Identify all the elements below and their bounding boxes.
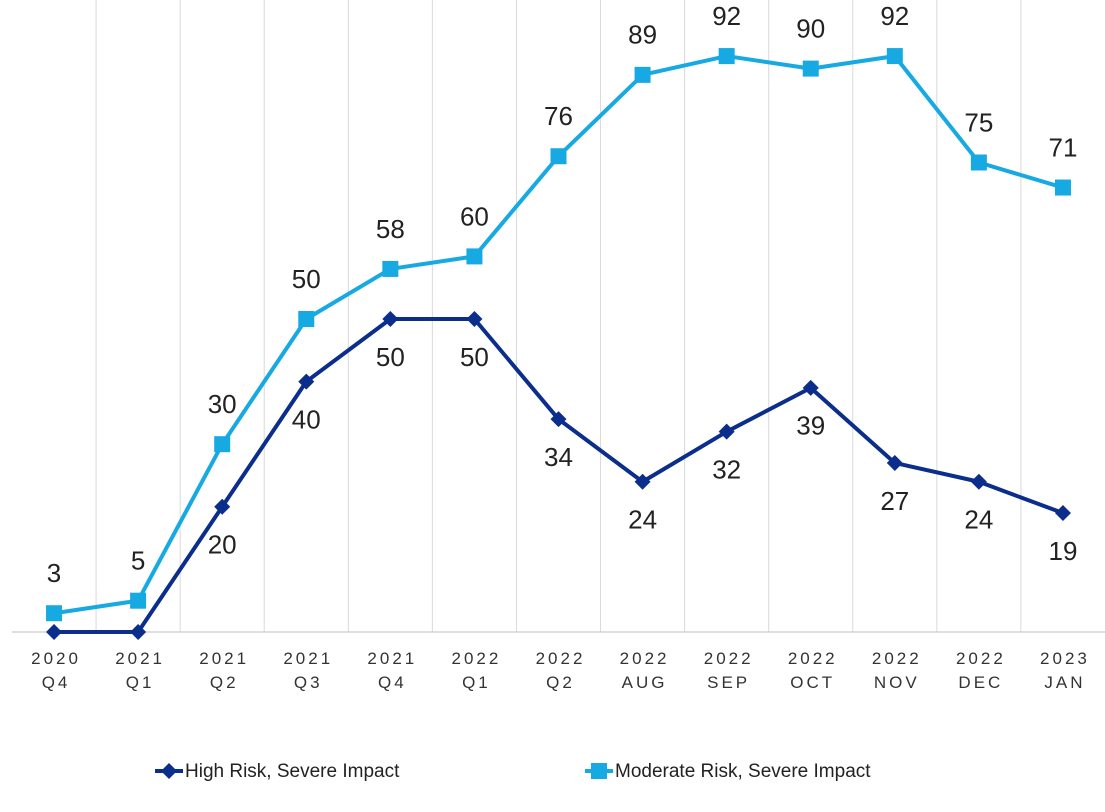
data-label: 24: [964, 505, 993, 535]
x-tick-line: 2021: [115, 649, 165, 668]
data-label: 75: [964, 107, 993, 137]
marker: [46, 605, 63, 622]
x-tick-line: JAN: [1044, 673, 1085, 692]
x-tick-line: Q2: [546, 673, 575, 692]
marker: [382, 260, 399, 277]
x-tick-label: 2022 DEC: [956, 649, 1006, 692]
marker: [130, 624, 147, 640]
x-tick-label: 2021 Q1: [115, 649, 165, 692]
data-label: 27: [880, 486, 909, 516]
x-tick-line: Q1: [126, 673, 155, 692]
x-tick-label: 2022 SEP: [704, 649, 754, 692]
x-tick-line: 2021: [199, 649, 249, 668]
data-label: 92: [880, 1, 909, 31]
data-label: 76: [544, 101, 573, 131]
data-label: 92: [712, 1, 741, 31]
x-tick-label: 2023 JAN: [1040, 649, 1090, 692]
data-label: 89: [628, 20, 657, 50]
data-label: 40: [292, 404, 321, 434]
x-tick-line: Q1: [462, 673, 491, 692]
x-tick-label: 2022 OCT: [788, 649, 838, 692]
data-label: 20: [208, 530, 237, 560]
marker: [466, 248, 483, 265]
x-tick-label: 2020 Q4: [31, 649, 81, 692]
x-tick-line: 2021: [283, 649, 333, 668]
data-label: 39: [796, 411, 825, 441]
x-tick-label: 2021 Q2: [199, 649, 249, 692]
marker: [130, 592, 147, 609]
x-tick-line: 2022: [872, 649, 922, 668]
x-tick-line: 2020: [31, 649, 81, 668]
x-tick-label: 2021 Q4: [367, 649, 417, 692]
x-tick-line: 2022: [956, 649, 1006, 668]
data-label: 32: [712, 455, 741, 485]
x-tick-line: 2022: [704, 649, 754, 668]
data-label: 30: [208, 389, 237, 419]
x-tick-line: AUG: [622, 673, 668, 692]
x-tick-line: 2022: [620, 649, 670, 668]
legend-label: Moderate Risk, Severe Impact: [615, 761, 871, 782]
data-label: 24: [628, 505, 657, 535]
x-tick-line: SEP: [707, 673, 750, 692]
marker: [886, 48, 903, 65]
x-tick-label: 2022 NOV: [872, 649, 922, 692]
marker: [46, 624, 63, 640]
x-tick-line: Q4: [42, 673, 71, 692]
marker: [886, 454, 903, 471]
data-label: 60: [460, 201, 489, 231]
marker: [634, 473, 651, 490]
x-tick-line: 2022: [452, 649, 502, 668]
marker: [382, 311, 399, 327]
data-label: 50: [292, 264, 321, 294]
data-label: 5: [131, 546, 145, 576]
marker: [1054, 179, 1071, 196]
x-tick-line: OCT: [790, 673, 835, 692]
marker: [550, 411, 567, 428]
x-tick-label: 2022 Q1: [452, 649, 502, 692]
x-tick-line: NOV: [874, 673, 920, 692]
data-label: 19: [1049, 536, 1078, 566]
marker: [718, 423, 735, 440]
data-label: 50: [460, 342, 489, 372]
marker: [591, 763, 607, 779]
marker: [214, 436, 231, 453]
x-tick-line: 2023: [1040, 649, 1090, 668]
x-tick-line: DEC: [958, 673, 1003, 692]
data-label: 58: [376, 214, 405, 244]
marker: [550, 148, 567, 165]
x-tick-line: Q4: [378, 673, 407, 692]
marker: [1054, 505, 1071, 522]
marker: [214, 498, 231, 515]
legend-label: High Risk, Severe Impact: [185, 761, 400, 782]
x-tick-line: 2022: [788, 649, 838, 668]
data-label: 34: [544, 442, 573, 472]
marker: [970, 473, 987, 490]
x-tick-label: 2022 AUG: [620, 649, 670, 692]
marker: [161, 763, 177, 779]
marker: [634, 66, 651, 83]
marker: [298, 373, 315, 390]
x-tick-line: Q2: [210, 673, 239, 692]
x-tick-label: 2021 Q3: [283, 649, 333, 692]
marker: [970, 154, 987, 171]
x-tick-line: Q3: [294, 673, 323, 692]
marker: [718, 48, 735, 65]
data-label: 3: [47, 558, 61, 588]
x-tick-line: 2021: [367, 649, 417, 668]
marker: [802, 60, 819, 77]
data-label: 71: [1049, 132, 1078, 162]
data-label: 90: [796, 13, 825, 43]
x-tick-label: 2022 Q2: [536, 649, 586, 692]
marker: [466, 311, 483, 327]
marker: [298, 311, 315, 327]
data-label: 50: [376, 342, 405, 372]
x-tick-line: 2022: [536, 649, 586, 668]
marker: [802, 379, 819, 396]
